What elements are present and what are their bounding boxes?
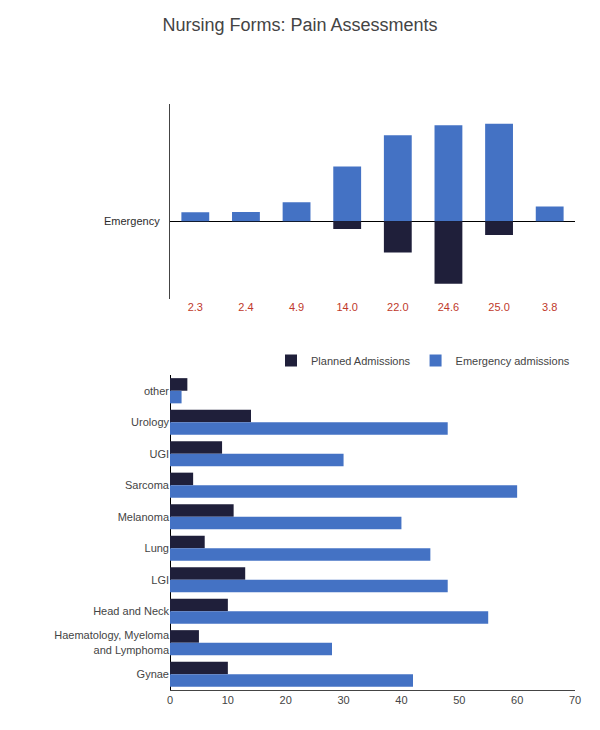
svg-text:Emergency: Emergency bbox=[104, 215, 160, 227]
svg-text:60: 60 bbox=[511, 694, 523, 706]
svg-text:UGI: UGI bbox=[149, 448, 169, 460]
svg-text:Gynae: Gynae bbox=[137, 668, 169, 680]
svg-text:Urology: Urology bbox=[131, 416, 169, 428]
svg-text:70: 70 bbox=[569, 694, 581, 706]
svg-text:2.3: 2.3 bbox=[188, 301, 203, 313]
svg-text:14.0: 14.0 bbox=[336, 301, 357, 313]
svg-text:30: 30 bbox=[337, 694, 349, 706]
svg-text:2.4: 2.4 bbox=[238, 301, 253, 313]
svg-text:Nursing Forms: Pain Assessment: Nursing Forms: Pain Assessments bbox=[162, 15, 437, 35]
svg-text:Planned Admissions: Planned Admissions bbox=[311, 355, 411, 367]
svg-text:24.6: 24.6 bbox=[438, 301, 459, 313]
svg-text:22.0: 22.0 bbox=[387, 301, 408, 313]
svg-text:Lung: Lung bbox=[145, 542, 169, 554]
svg-text:Head and Neck: Head and Neck bbox=[93, 605, 169, 617]
svg-text:50: 50 bbox=[453, 694, 465, 706]
svg-text:4.9: 4.9 bbox=[289, 301, 304, 313]
svg-text:20: 20 bbox=[280, 694, 292, 706]
svg-text:25.0: 25.0 bbox=[488, 301, 509, 313]
svg-text:3.8: 3.8 bbox=[542, 301, 557, 313]
svg-text:10: 10 bbox=[222, 694, 234, 706]
svg-text:Haematology, Myelomaand Lympho: Haematology, Myelomaand Lymphoma bbox=[54, 629, 170, 655]
svg-text:0: 0 bbox=[167, 694, 173, 706]
svg-text:other: other bbox=[144, 385, 169, 397]
svg-text:Emergency admissions: Emergency admissions bbox=[456, 355, 570, 367]
svg-text:Sarcoma: Sarcoma bbox=[125, 479, 170, 491]
svg-text:Melanoma: Melanoma bbox=[118, 511, 170, 523]
svg-text:40: 40 bbox=[395, 694, 407, 706]
svg-text:LGI: LGI bbox=[151, 574, 169, 586]
